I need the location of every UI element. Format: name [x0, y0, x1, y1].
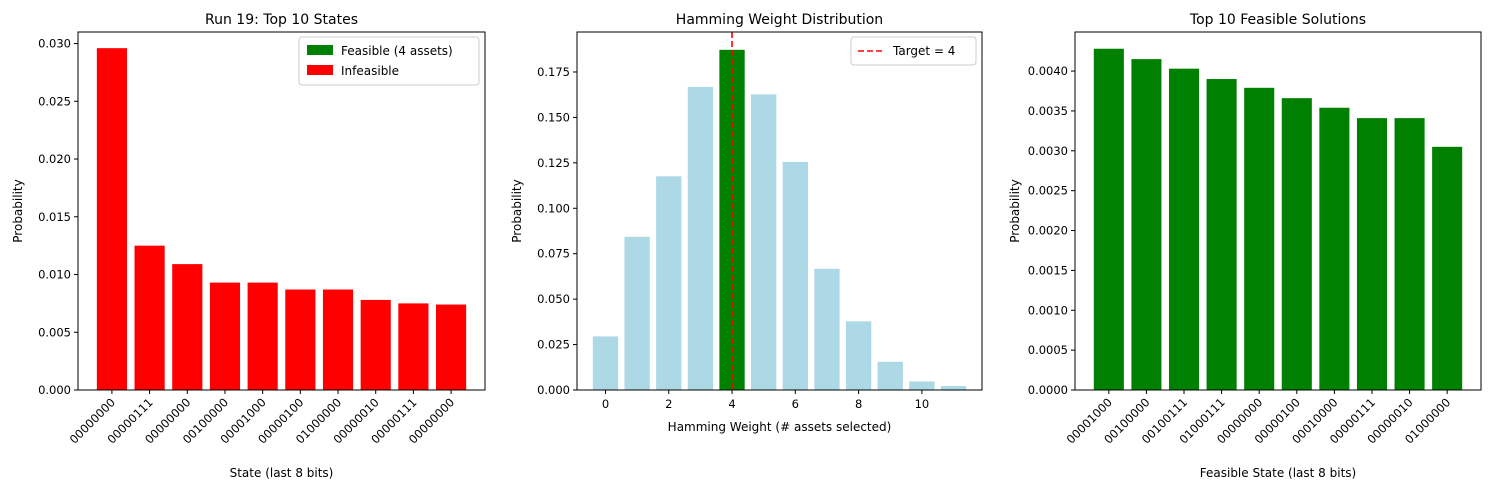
axes-frame [77, 31, 486, 391]
bar [285, 289, 316, 390]
y-tick-label: 0.010 [38, 268, 71, 282]
chart-panel-hamming-weight: 0.000 0.025 0.050 0.075 0.100 0.125 0.150 0.175… [510, 12, 983, 434]
y-tick-label: 0.100 [537, 201, 570, 215]
x-tick-label: 8 [855, 397, 862, 411]
chart-title: Run 19: Top 10 States [205, 12, 358, 28]
chart-panel-top-states: 0.0000.0050.0100.0150.0200.0250.03000000… [11, 12, 486, 480]
x-axis-label: Feasible State (last 8 bits) [1200, 466, 1356, 480]
y-tick-label: 0.0030 [1028, 144, 1068, 158]
y-tick-label: 0.030 [38, 37, 71, 51]
bar [398, 303, 429, 390]
y-axis-label: Probability [510, 179, 524, 242]
y-tick-label: 0.005 [38, 325, 71, 339]
axes-frame [576, 31, 983, 391]
bar [172, 264, 203, 390]
legend-label: Infeasible [341, 64, 399, 78]
y-tick-label: 0.0040 [1028, 64, 1068, 78]
y-tick-label: 0.0000 [1028, 383, 1068, 397]
bar [592, 336, 619, 390]
bar [209, 282, 241, 390]
y-axis-label: Probability [1008, 179, 1022, 242]
legend-label: Feasible (4 assets) [341, 44, 453, 58]
x-tick-label: 2 [665, 397, 672, 411]
bar [1281, 98, 1312, 391]
y-tick-label: 0.150 [537, 110, 570, 124]
x-axis-label: Hamming Weight (# assets selected) [668, 420, 892, 434]
bar [1206, 79, 1237, 390]
y-tick-label: 0.050 [537, 292, 570, 306]
x-axis-label: State (last 8 bits) [230, 466, 334, 480]
x-tick-label: 4 [728, 397, 735, 411]
bar [1131, 59, 1162, 391]
bar [1432, 146, 1463, 390]
legend-swatch [307, 45, 333, 55]
bar [909, 381, 935, 390]
legend: Target = 4 [850, 36, 977, 66]
bar [687, 86, 714, 390]
legend-label: Target = 4 [892, 44, 955, 58]
bar [877, 361, 903, 390]
y-tick-label: 0.020 [38, 152, 71, 166]
y-tick-label: 0.0020 [1028, 224, 1068, 238]
bar [751, 94, 777, 390]
bar [1168, 68, 1200, 391]
legend: Feasible (4 assets) Infeasible [298, 36, 480, 86]
bar [1093, 48, 1124, 391]
bar [436, 304, 467, 390]
x-tick-label: 6 [792, 397, 799, 411]
y-tick-label: 0.075 [537, 247, 570, 261]
bar [247, 282, 278, 390]
x-tick-label: 0 [602, 397, 609, 411]
bar [1244, 87, 1275, 390]
bar [360, 299, 391, 390]
y-tick-label: 0.025 [38, 94, 71, 108]
y-tick-label: 0.175 [537, 65, 570, 79]
y-tick-label: 0.025 [537, 338, 570, 352]
y-tick-label: 0.015 [38, 210, 71, 224]
y-tick-label: 0.125 [537, 156, 570, 170]
bar [1356, 118, 1388, 391]
y-axis-label: Probability [11, 179, 25, 242]
x-tick-label: 10 [915, 397, 930, 411]
bar [96, 48, 127, 391]
legend-box [298, 36, 480, 86]
bar [624, 236, 650, 390]
legend-box [850, 36, 977, 66]
bar [322, 289, 354, 390]
y-tick-label: 0.0025 [1028, 184, 1068, 198]
bar [1394, 118, 1425, 391]
bar [940, 386, 967, 390]
y-tick-label: 0.000 [38, 383, 71, 397]
bar [845, 321, 872, 390]
legend-swatch [307, 65, 333, 75]
bar [1319, 107, 1350, 390]
bar [134, 245, 165, 390]
axes-frame [1074, 31, 1482, 391]
y-tick-label: 0.0015 [1028, 263, 1068, 277]
y-tick-label: 0.0005 [1028, 343, 1068, 357]
y-tick-label: 0.0010 [1028, 303, 1068, 317]
bar [814, 268, 840, 390]
y-tick-label: 0.0035 [1028, 104, 1068, 118]
bar [656, 176, 682, 390]
y-tick-label: 0.000 [537, 383, 570, 397]
chart-title: Hamming Weight Distribution [676, 12, 883, 28]
bar [782, 161, 808, 390]
chart-panel-feasible-solutions: 0.0000 0.0005 0.0010 0.0015 0.0020 0.0025 0.00… [1008, 12, 1482, 480]
chart-title: Top 10 Feasible Solutions [1189, 12, 1366, 28]
